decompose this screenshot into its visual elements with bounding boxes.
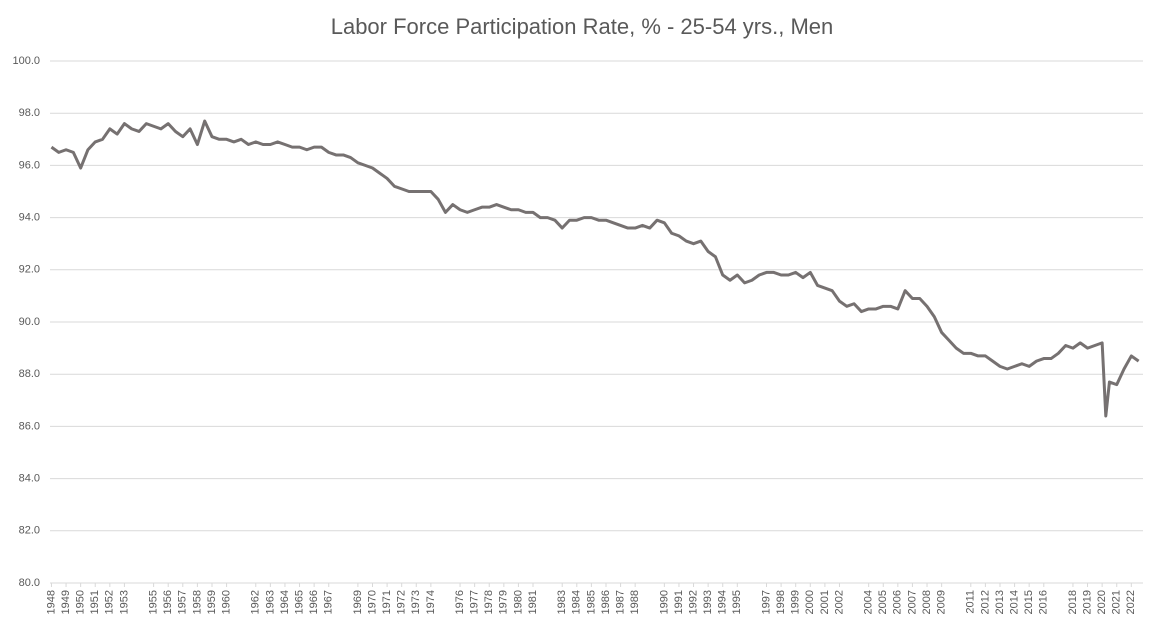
x-tick-label: 2008 [921,590,933,614]
x-tick-label: 2015 [1023,590,1035,614]
data-line [50,119,1140,418]
y-tick-label: 80.0 [19,577,40,589]
x-tick-label: 2004 [863,590,875,614]
x-tick-label: 1951 [89,590,101,614]
x-tick-label: 1994 [717,590,729,614]
x-tick-label: 2011 [965,590,977,614]
x-tick-label: 1992 [687,590,699,614]
chart-title: Labor Force Participation Rate, % - 25-5… [331,14,834,39]
x-tick-label: 2009 [936,590,948,614]
y-tick-label: 94.0 [19,212,40,224]
y-tick-label: 88.0 [19,368,40,380]
x-tick-label: 1965 [293,590,305,614]
x-tick-label: 1957 [177,590,189,614]
x-tick-label: 1963 [264,590,276,614]
x-tick-label: 1980 [512,590,524,614]
x-tick-label: 1987 [614,590,626,614]
x-tick-label: 1988 [629,590,641,614]
x-tick-label: 1981 [527,590,539,614]
x-tick-label: 1952 [104,590,116,614]
x-tick-label: 1960 [220,590,232,614]
x-tick-label: 2018 [1067,590,1079,614]
x-tick-label: 2022 [1125,590,1137,614]
x-tick-label: 1971 [381,590,393,614]
x-tick-label: 1998 [775,590,787,614]
x-tick-label: 1991 [673,590,685,614]
x-tick-label: 2021 [1111,590,1123,614]
x-tick-label: 2013 [994,590,1006,614]
x-tick-label: 1976 [454,590,466,614]
x-tick-label: 1953 [118,590,130,614]
x-tick-label: 1993 [702,590,714,614]
x-tick-label: 1950 [75,590,87,614]
y-tick-label: 82.0 [19,525,40,537]
x-tick-label: 1974 [425,590,437,614]
y-tick-label: 96.0 [19,159,40,171]
y-tick-label: 84.0 [19,473,40,485]
y-tick-label: 100.0 [12,55,40,67]
x-tick-label: 2001 [819,590,831,614]
x-tick-label: 1995 [731,590,743,614]
x-tick-label: 2016 [1038,590,1050,614]
y-tick-label: 98.0 [19,107,40,119]
x-tick-label: 2002 [833,590,845,614]
x-tick-label: 1955 [148,590,160,614]
x-tick-label: 1956 [162,590,174,614]
x-tick-label: 1959 [206,590,218,614]
y-tick-label: 90.0 [19,316,40,328]
x-tick-label: 2014 [1008,590,1020,614]
x-tick-label: 1964 [279,590,291,614]
y-tick-label: 92.0 [19,264,40,276]
x-tick-label: 1972 [396,590,408,614]
x-tick-label: 2000 [804,590,816,614]
x-tick-label: 1983 [556,590,568,614]
x-tick-label: 1999 [790,590,802,614]
x-tick-label: 1958 [191,590,203,614]
x-tick-label: 1984 [571,590,583,614]
y-tick-label: 86.0 [19,420,40,432]
x-tick-label: 2005 [877,590,889,614]
x-tick-label: 1977 [469,590,481,614]
x-tick-label: 1973 [410,590,422,614]
x-tick-label: 1979 [498,590,510,614]
x-tick-label: 1985 [585,590,597,614]
x-tick-label: 2020 [1096,590,1108,614]
x-tick-label: 1966 [308,590,320,614]
x-tick-label: 1948 [45,590,57,614]
x-tick-label: 1969 [352,590,364,614]
x-tick-label: 2006 [892,590,904,614]
x-tick-label: 1949 [60,590,72,614]
x-tick-label: 1962 [250,590,262,614]
x-tick-label: 1978 [483,590,495,614]
x-tick-label: 1970 [366,590,378,614]
x-tick-label: 2019 [1081,590,1093,614]
x-tick-label: 1986 [600,590,612,614]
x-tick-label: 1997 [760,590,772,614]
x-tick-label: 1967 [323,590,335,614]
x-tick-label: 2007 [906,590,918,614]
x-tick-label: 1990 [658,590,670,614]
x-tick-label: 2012 [979,590,991,614]
